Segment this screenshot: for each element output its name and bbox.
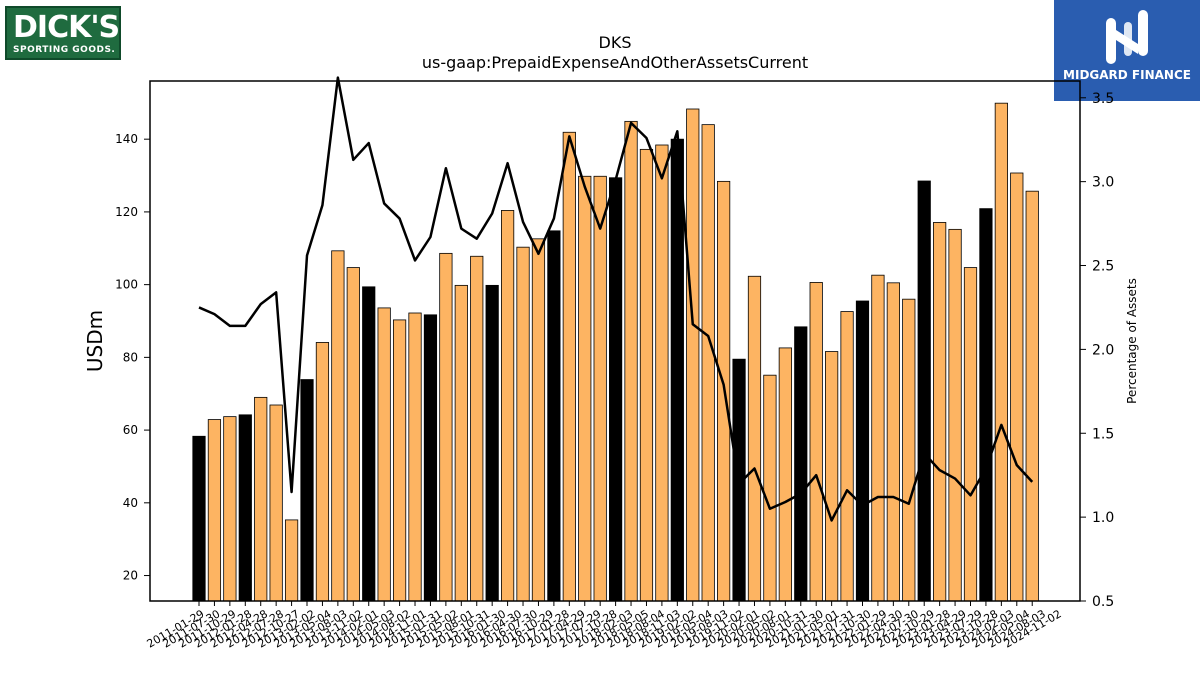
y-tick-label: 140	[115, 132, 138, 146]
y2-tick-label: 2.5	[1092, 259, 1114, 275]
chart-subtitle: us-gaap:PrepaidExpenseAndOtherAssetsCurr…	[422, 53, 808, 72]
bar	[1025, 190, 1039, 602]
bar	[207, 419, 222, 602]
midgard-mark-icon	[1106, 10, 1148, 64]
bar	[747, 275, 762, 602]
bar	[948, 228, 962, 602]
bar	[485, 284, 499, 602]
percentage-line	[198, 76, 1034, 522]
y-tick-label: 40	[123, 496, 138, 510]
bar	[547, 230, 561, 602]
bar	[994, 102, 1008, 602]
bar	[500, 210, 515, 602]
y-axis-label: USDm	[83, 310, 107, 372]
chart-title: DKS	[599, 33, 632, 52]
bar	[794, 326, 808, 602]
bar	[670, 138, 684, 602]
bar	[331, 250, 345, 602]
bar	[609, 177, 623, 602]
bar	[1010, 172, 1024, 602]
plot-frame	[149, 80, 1081, 602]
y2-tick-label: 1.5	[1092, 426, 1114, 442]
midgard-finance-logo: MIDGARD FINANCE	[1054, 0, 1200, 101]
bar	[346, 267, 360, 602]
x-axis: 2011-01-292011-07-302011-10-292012-01-28…	[145, 601, 1064, 651]
bar	[315, 342, 330, 602]
bar	[886, 282, 900, 602]
bar	[362, 286, 376, 602]
bar	[269, 404, 283, 602]
y-tick-label: 20	[123, 569, 138, 583]
bar	[423, 314, 438, 602]
bar	[392, 319, 407, 602]
bar	[439, 252, 453, 602]
bar	[902, 298, 916, 602]
y2-tick-label: 3.5	[1092, 91, 1114, 107]
bar	[578, 175, 592, 602]
bar	[917, 180, 931, 602]
bar	[254, 396, 268, 602]
logo-wordmark: DICK'S	[13, 10, 120, 45]
bar	[192, 435, 206, 602]
bar	[377, 307, 391, 602]
y-tick-label: 80	[123, 350, 138, 364]
left-axis: 20 40 60 80 100 120 140	[115, 132, 150, 583]
bar	[655, 144, 669, 602]
y2-tick-label: 3.0	[1092, 175, 1114, 191]
bar	[871, 274, 885, 602]
dicks-sporting-goods-logo: DICK'S SPORTING GOODS.	[5, 6, 121, 60]
bar	[300, 379, 314, 602]
y2-tick-label: 1.0	[1092, 510, 1114, 526]
y-tick-label: 100	[115, 278, 138, 292]
y2-axis-label: Percentage of Assets	[1125, 278, 1139, 404]
bar	[238, 414, 252, 602]
bar	[963, 267, 978, 602]
right-axis: 0.5 1.0 1.5 2.0 2.5 3.0 3.5	[1080, 91, 1114, 610]
logo-tagline: SPORTING GOODS.	[13, 45, 116, 55]
bar	[763, 374, 777, 602]
bar	[840, 311, 854, 602]
bar-series	[192, 102, 1039, 602]
line-series	[198, 76, 1034, 522]
bar	[562, 131, 576, 602]
bar	[778, 347, 792, 602]
y-tick-label: 60	[123, 423, 138, 437]
bar	[701, 124, 715, 602]
bar	[855, 300, 870, 602]
y2-tick-label: 2.0	[1092, 342, 1114, 358]
bar	[223, 416, 237, 602]
bar	[639, 148, 654, 602]
bar	[624, 120, 638, 602]
bar	[979, 208, 993, 602]
bar	[470, 255, 484, 602]
bar	[825, 351, 839, 602]
bar	[686, 108, 700, 602]
y2-tick-label: 0.5	[1092, 594, 1114, 610]
y-tick-label: 120	[115, 205, 138, 219]
midgard-finance-wordmark: MIDGARD FINANCE	[1063, 68, 1191, 82]
bar	[284, 519, 299, 602]
bar	[531, 238, 546, 602]
bar	[408, 312, 422, 602]
bar	[593, 175, 607, 602]
bar	[516, 246, 530, 602]
bar	[933, 222, 947, 602]
bar	[809, 282, 823, 602]
bar	[454, 284, 468, 602]
